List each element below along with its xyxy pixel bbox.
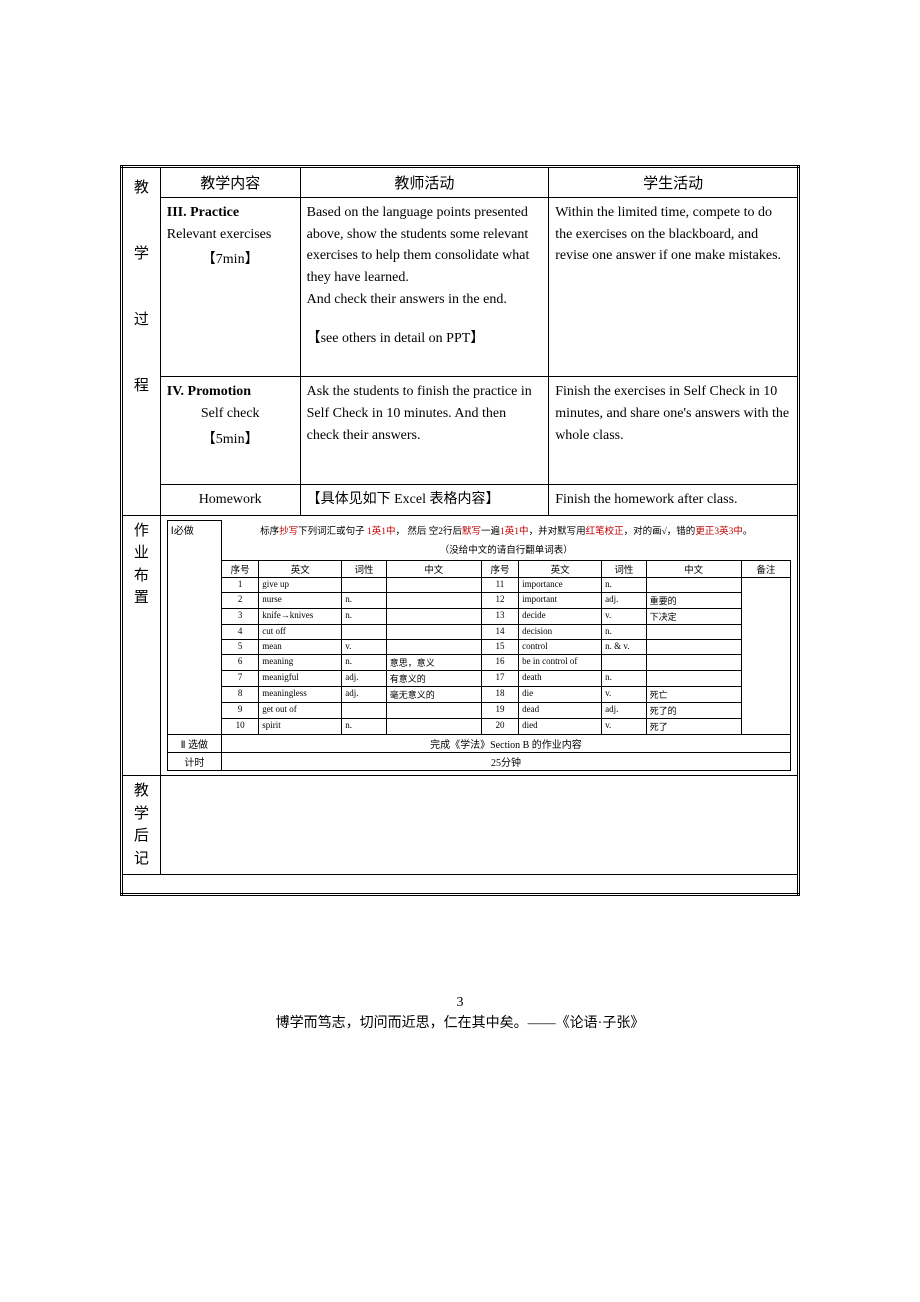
practice-teacher-note: 【see others in detail on PPT】 — [307, 328, 543, 350]
table-row: 7meanigfuladj.有意义的17deathn. — [167, 671, 790, 687]
hw-h-en-r: 英文 — [519, 561, 602, 578]
hw-instruction-line2: （没给中文的请自行翻单词表） — [225, 540, 788, 559]
lesson-plan-table: 教 学 过 程 教学内容 教师活动 学生活动 III. Practice Rel… — [120, 165, 800, 896]
practice-title: III. Practice — [167, 202, 294, 224]
table-row: 1give up11importancen. — [167, 578, 790, 593]
page-number: 3 — [120, 992, 800, 1013]
hw-time-row: 计时 25分钟 — [167, 753, 790, 771]
hw-h-note: 备注 — [741, 561, 790, 578]
practice-time: 【7min】 — [167, 249, 294, 271]
hw-h-cn-r: 中文 — [646, 561, 741, 578]
row-practice: III. Practice Relevant exercises 【7min】 … — [122, 198, 799, 377]
row-homework-assignment: 作 业 布 置 Ⅰ必做 标序抄写下列词汇或句子 1英1中， 然后 空2行后默写一… — [122, 515, 799, 776]
blank-bottom-cell — [122, 875, 799, 895]
table-row: 10spiritn.20diedv.死了 — [167, 719, 790, 735]
teaching-notes-cell — [160, 776, 798, 875]
hw-h-cn-l: 中文 — [386, 561, 481, 578]
side-label-notes: 教 学 后 记 — [122, 776, 161, 875]
footer-quote: 博学而笃志，切问而近思，仁在其中矣。——《论语·子张》 — [120, 1013, 800, 1034]
hw-required-label: Ⅰ必做 — [167, 520, 221, 735]
header-content: 教学内容 — [160, 167, 300, 198]
homework-label: Homework — [160, 485, 300, 516]
homework-student: Finish the homework after class. — [549, 485, 799, 516]
hw-time-text: 25分钟 — [221, 753, 790, 771]
hw-h-num-r: 序号 — [481, 561, 518, 578]
side-label-process: 教 学 过 程 — [122, 167, 161, 516]
hw-h-num-l: 序号 — [221, 561, 258, 578]
header-student: 学生活动 — [549, 167, 799, 198]
hw-instruction-line1: 标序抄写下列词汇或句子 1英1中， 然后 空2行后默写一遍1英1中，并对默写用红… — [225, 521, 788, 540]
hw-time-label: 计时 — [167, 753, 221, 771]
page-container: 教 学 过 程 教学内容 教师活动 学生活动 III. Practice Rel… — [0, 0, 920, 1094]
row-homework-label: Homework 【具体见如下 Excel 表格内容】 Finish the h… — [122, 485, 799, 516]
row-blank-bottom — [122, 875, 799, 895]
homework-teacher: 【具体见如下 Excel 表格内容】 — [300, 485, 549, 516]
practice-sub: Relevant exercises — [167, 224, 294, 246]
hw-instruction-row: Ⅰ必做 标序抄写下列词汇或句子 1英1中， 然后 空2行后默写一遍1英1中，并对… — [167, 520, 790, 561]
promotion-time: 【5min】 — [167, 429, 294, 451]
practice-teacher: Based on the language points presented a… — [300, 198, 549, 377]
hw-h-pos-l: 词性 — [342, 561, 387, 578]
table-row: 3knife→knivesn.13decidev.下决定 — [167, 609, 790, 625]
table-row: 5meanv.15controln. & v. — [167, 640, 790, 655]
table-row: 4cut off14decisionn. — [167, 625, 790, 640]
row-promotion: IV. Promotion Self check 【5min】 Ask the … — [122, 377, 799, 485]
side-label-homework: 作 业 布 置 — [122, 515, 161, 776]
promotion-student: Finish the exercises in Self Check in 10… — [549, 377, 799, 485]
table-header-row: 教 学 过 程 教学内容 教师活动 学生活动 — [122, 167, 799, 198]
practice-teacher-text: Based on the language points presented a… — [307, 202, 543, 310]
hw-header-row: 序号 英文 词性 中文 序号 英文 词性 中文 备注 — [167, 561, 790, 578]
promotion-content: IV. Promotion Self check 【5min】 — [160, 377, 300, 485]
table-row: 8meaninglessadj.毫无意义的18diev.死亡 — [167, 687, 790, 703]
promotion-teacher-text: Ask the students to finish the practice … — [307, 381, 543, 446]
row-teaching-notes: 教 学 后 记 — [122, 776, 799, 875]
hw-optional-row: Ⅱ 选做 完成《学法》Section B 的作业内容 — [167, 735, 790, 753]
promotion-sub: Self check — [167, 403, 294, 425]
homework-cell: Ⅰ必做 标序抄写下列词汇或句子 1英1中， 然后 空2行后默写一遍1英1中，并对… — [160, 515, 798, 776]
hw-optional-label: Ⅱ 选做 — [167, 735, 221, 753]
hw-h-pos-r: 词性 — [602, 561, 647, 578]
promotion-title: IV. Promotion — [167, 381, 294, 403]
practice-content: III. Practice Relevant exercises 【7min】 — [160, 198, 300, 377]
homework-vocab-table: Ⅰ必做 标序抄写下列词汇或句子 1英1中， 然后 空2行后默写一遍1英1中，并对… — [167, 520, 791, 772]
table-row: 9get out of19deadadj.死了的 — [167, 703, 790, 719]
header-teacher: 教师活动 — [300, 167, 549, 198]
promotion-teacher: Ask the students to finish the practice … — [300, 377, 549, 485]
page-footer: 3 博学而笃志，切问而近思，仁在其中矣。——《论语·子张》 — [120, 992, 800, 1034]
practice-student: Within the limited time, compete to do t… — [549, 198, 799, 377]
table-row: 6meaningn.意思，意义16be in control of — [167, 655, 790, 671]
table-row: 2nursen.12importantadj.重要的 — [167, 593, 790, 609]
hw-h-en-l: 英文 — [259, 561, 342, 578]
hw-optional-text: 完成《学法》Section B 的作业内容 — [221, 735, 790, 753]
